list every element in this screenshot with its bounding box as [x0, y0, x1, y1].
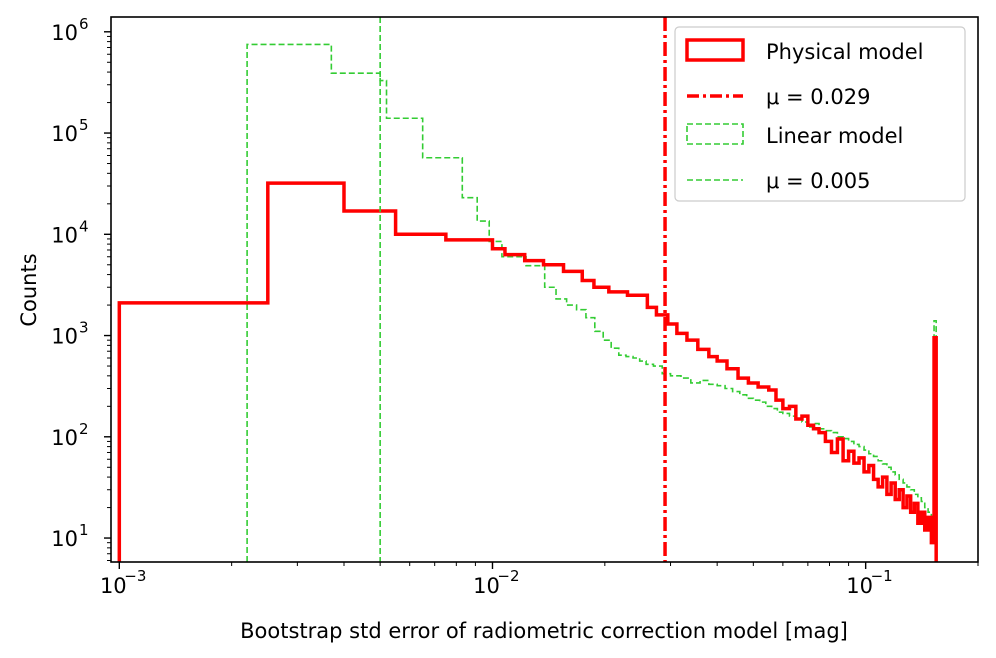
- legend-linear-model-label: Linear model: [766, 124, 903, 148]
- x-tick-exponent: −2: [497, 567, 519, 585]
- y-tick-exponent: 2: [79, 420, 89, 438]
- y-tick-label: 10: [51, 122, 78, 146]
- physical-model-histogram: [117, 181, 938, 562]
- x-tick-label: 10: [473, 574, 500, 598]
- legend-physical-model-swatch: [685, 38, 745, 62]
- legend: Physical model μ = 0.029 Linear model μ …: [674, 26, 966, 202]
- x-tick-label: 10: [846, 574, 873, 598]
- mean-lines: [379, 17, 667, 562]
- y-tick-label: 10: [51, 426, 78, 450]
- y-tick-exponent: 3: [79, 319, 89, 337]
- legend-box: [674, 26, 966, 202]
- y-tick-exponent: 4: [79, 217, 89, 235]
- x-axis-label: Bootstrap std error of radiometric corre…: [240, 619, 848, 643]
- plot-frame: [110, 16, 979, 563]
- legend-linear-mean-label: μ = 0.005: [766, 169, 870, 193]
- y-axis-label: Counts: [17, 253, 41, 326]
- x-tick-exponent: −1: [871, 567, 893, 585]
- y-tick-label: 10: [51, 21, 78, 45]
- y-tick-exponent: 6: [79, 15, 89, 33]
- y-tick-label: 10: [51, 325, 78, 349]
- x-axis-ticks: 10−3 10−2 10−1: [100, 562, 979, 598]
- legend-physical-mean-label: μ = 0.029: [766, 85, 870, 109]
- x-tick-label: 10: [100, 574, 127, 598]
- legend-linear-model-swatch: [686, 123, 744, 145]
- series-layer: [117, 43, 938, 562]
- linear-model-histogram: [246, 43, 937, 562]
- y-tick-exponent: 5: [79, 116, 89, 134]
- x-tick-exponent: −3: [124, 567, 146, 585]
- y-tick-label: 10: [51, 223, 78, 247]
- y-tick-label: 10: [51, 527, 78, 551]
- y-tick-exponent: 1: [79, 521, 89, 539]
- legend-physical-model-label: Physical model: [766, 40, 924, 64]
